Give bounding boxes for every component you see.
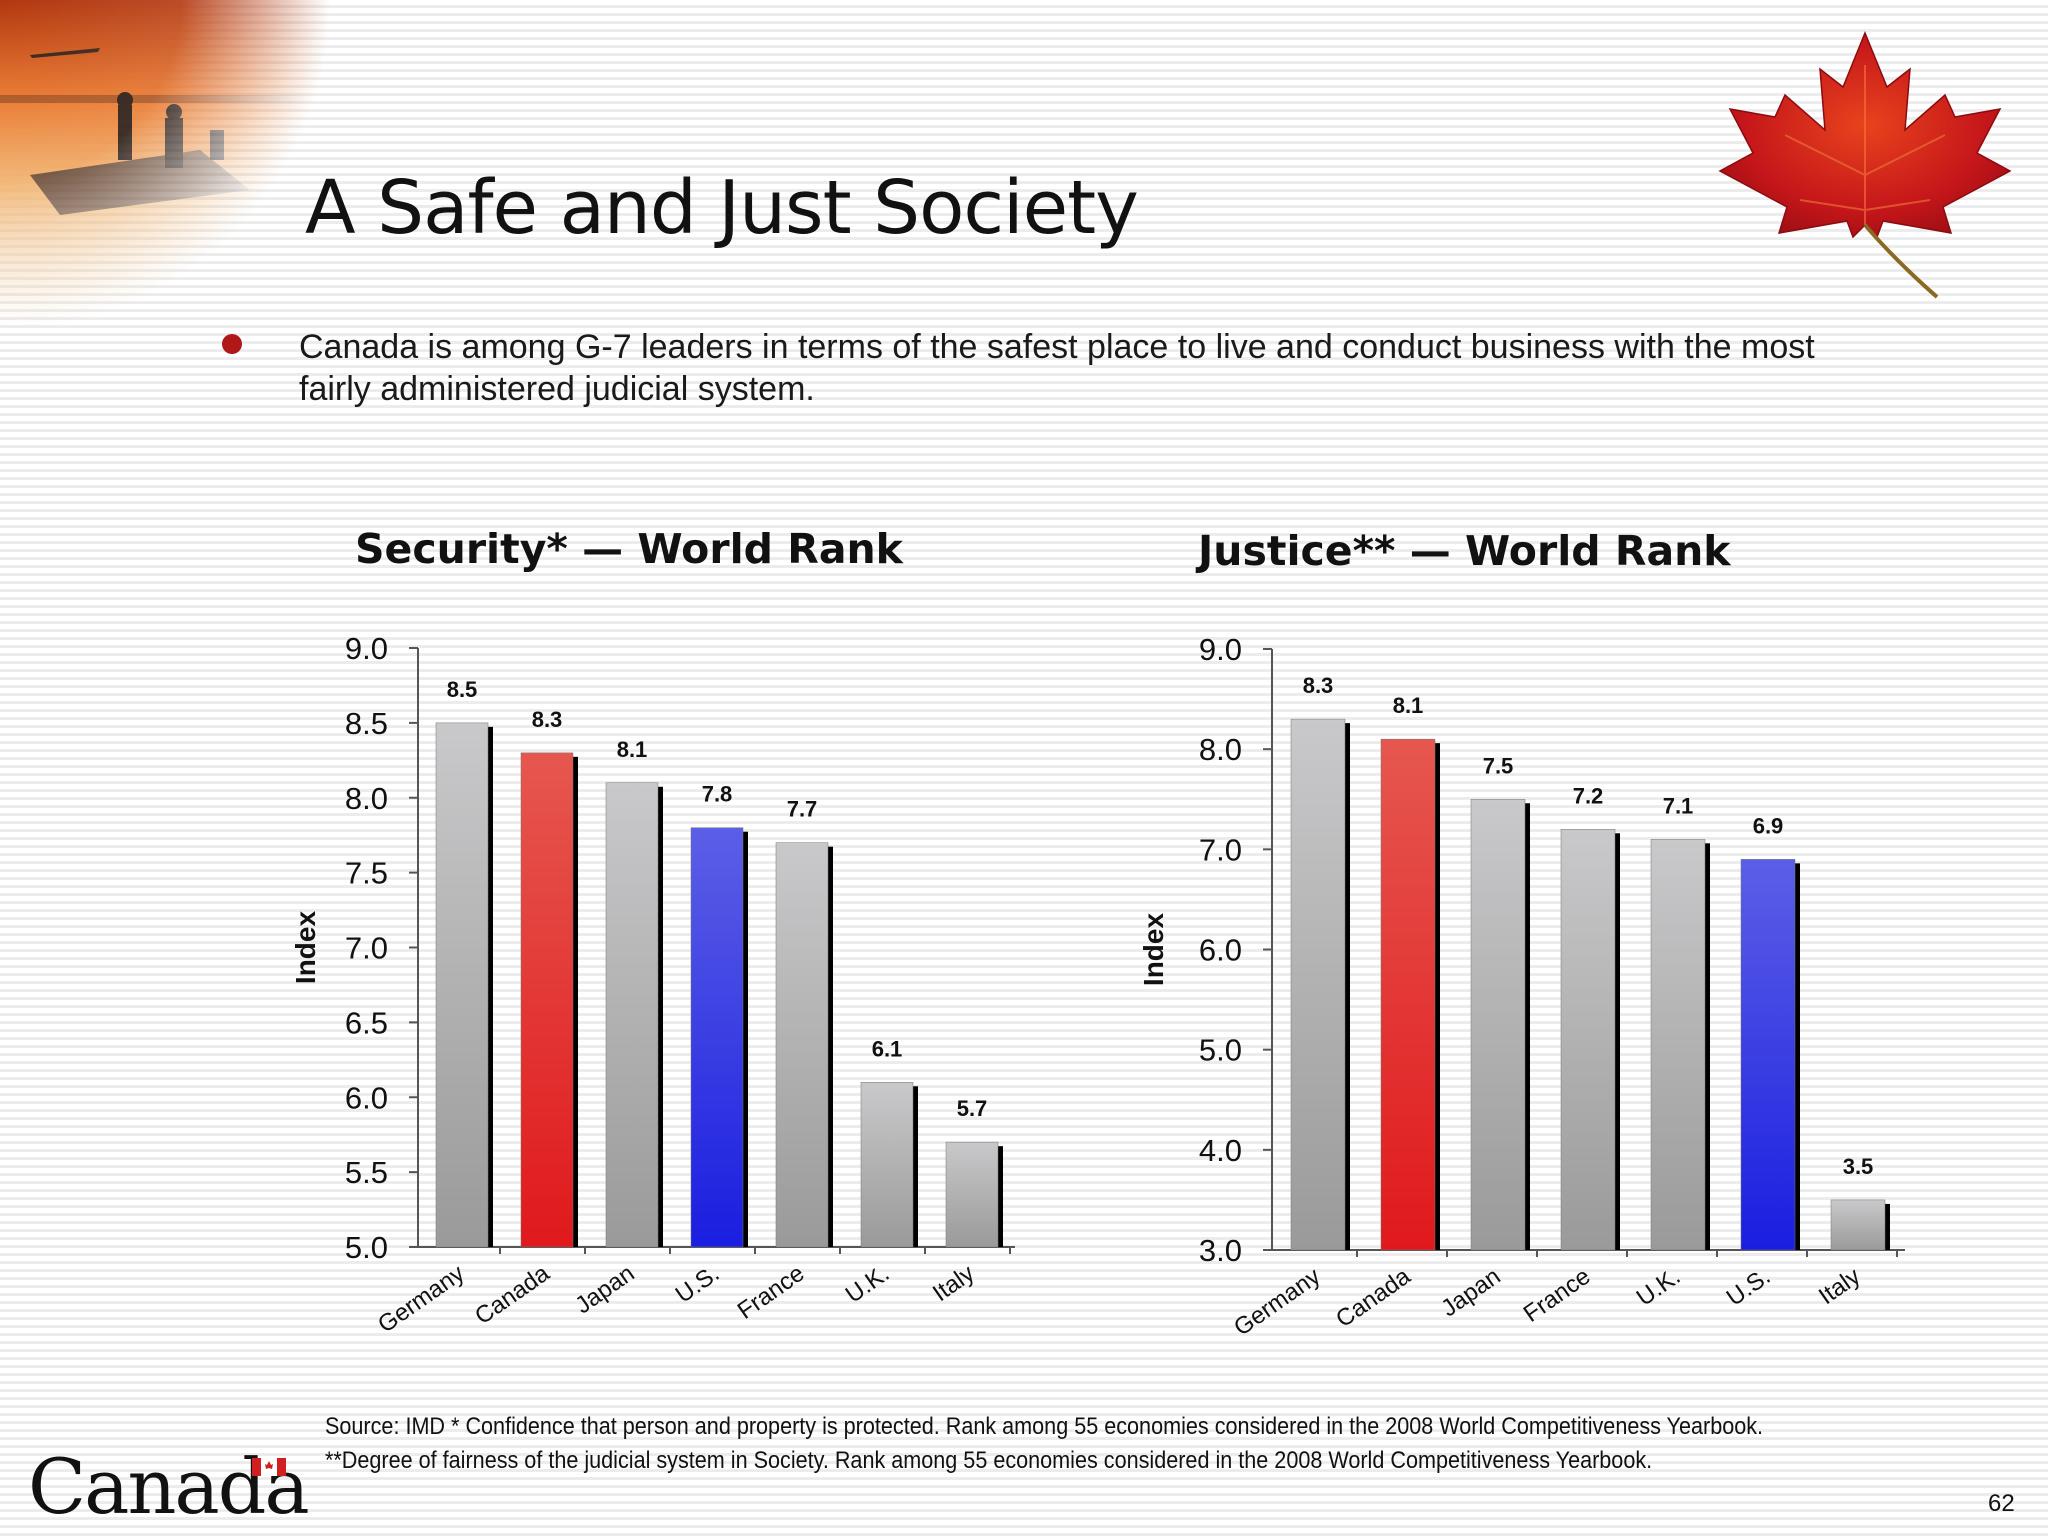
source-line-2: **Degree of fairness of the judicial sys…: [325, 1447, 1653, 1474]
x-tick-label: Japan: [570, 1260, 639, 1320]
x-tick-label: Canada: [1331, 1262, 1416, 1333]
x-tick-label: Canada: [470, 1259, 555, 1330]
x-tick-label: Germany: [373, 1260, 469, 1339]
bar-canada: [1380, 738, 1436, 1251]
y-tick-label: 4.0: [1199, 1133, 1242, 1168]
y-tick-label: 7.5: [345, 856, 388, 891]
data-label: 6.1: [872, 1036, 903, 1061]
data-label: 8.3: [1303, 673, 1334, 698]
y-tick-label: 8.5: [345, 706, 388, 741]
x-tick-label: U.S.: [671, 1260, 725, 1309]
bar-italy: [1830, 1199, 1886, 1251]
y-tick-label: 9.0: [1199, 632, 1242, 667]
x-tick-label: France: [1519, 1263, 1596, 1328]
page-number: 62: [1988, 1490, 2015, 1517]
y-tick-label: 3.0: [1199, 1233, 1242, 1268]
chart-title: Justice** — World Rank: [1195, 527, 1732, 575]
y-tick-label: 7.0: [345, 931, 388, 966]
y-tick-label: 8.0: [1199, 732, 1242, 767]
data-label: 8.1: [1393, 693, 1424, 718]
bar-uk: [1650, 839, 1706, 1251]
y-tick-label: 8.0: [345, 781, 388, 816]
data-label: 5.7: [957, 1096, 988, 1121]
chart-2: Justice** — World Rank Index 9.0 8.0 7.0 6.0 5…: [1138, 527, 1905, 1342]
data-label: 3.5: [1843, 1154, 1874, 1179]
x-tick-label: Germany: [1229, 1263, 1325, 1342]
bar-japan: [605, 782, 659, 1248]
bar-france: [1560, 829, 1616, 1251]
source-note: Source: IMD * Confidence that person and…: [325, 1410, 1837, 1478]
x-tick-label: U.S.: [1722, 1263, 1776, 1312]
y-axis-label: Index: [1138, 913, 1169, 987]
y-tick-label: 9.0: [345, 631, 388, 666]
bar-germany: [1290, 718, 1346, 1251]
bullet-text: Canada is among G-7 leaders in terms of …: [299, 328, 1815, 408]
chart-1: Security* — World Rank Index 9.0 8.5 8.0 7.5 7…: [290, 525, 1015, 1339]
x-tick-label: France: [733, 1260, 810, 1325]
canada-wordmark: Canada: [28, 1442, 310, 1531]
bar-france: [775, 842, 829, 1248]
data-label: 7.1: [1663, 793, 1694, 818]
y-tick-label: 6.0: [345, 1080, 388, 1115]
bar-uk: [860, 1082, 914, 1248]
x-tick-label: Italy: [928, 1260, 980, 1307]
y-tick-label: 5.0: [1199, 1033, 1242, 1068]
data-label: 7.5: [1483, 753, 1514, 778]
x-tick-label: Italy: [1814, 1263, 1866, 1310]
data-label: 8.3: [532, 707, 563, 732]
canada-flag-icon: [252, 1458, 286, 1476]
x-tick-label: U.K.: [841, 1260, 895, 1309]
bullet-icon: [222, 334, 242, 354]
y-tick-label: 5.5: [345, 1155, 388, 1190]
x-tick-label: Japan: [1436, 1263, 1505, 1323]
bar-canada: [520, 752, 574, 1248]
data-label: 7.2: [1573, 783, 1604, 808]
y-axis-label: Index: [290, 911, 321, 985]
y-tick-label: 5.0: [345, 1230, 388, 1265]
bar-italy: [945, 1141, 999, 1248]
bar-japan: [1470, 799, 1526, 1251]
source-line-1: Source: IMD * Confidence that person and…: [325, 1413, 1764, 1440]
chart-title: Security* — World Rank: [355, 525, 905, 573]
y-tick-label: 7.0: [1199, 832, 1242, 867]
data-label: 7.7: [787, 797, 818, 822]
data-label: 8.1: [617, 737, 648, 762]
maple-leaf-icon: [1718, 31, 2012, 299]
corner-photo: [0, 0, 330, 330]
data-label: 7.8: [702, 782, 733, 807]
y-tick-label: 6.5: [345, 1005, 388, 1040]
slide-title: A Safe and Just Society: [305, 165, 1139, 251]
data-label: 8.5: [447, 677, 478, 702]
x-tick-label: U.K.: [1632, 1263, 1686, 1312]
bar-us: [1740, 859, 1796, 1251]
y-tick-label: 6.0: [1199, 933, 1242, 968]
bar-us: [690, 827, 744, 1248]
data-label: 6.9: [1753, 813, 1784, 838]
bar-germany: [435, 722, 489, 1248]
